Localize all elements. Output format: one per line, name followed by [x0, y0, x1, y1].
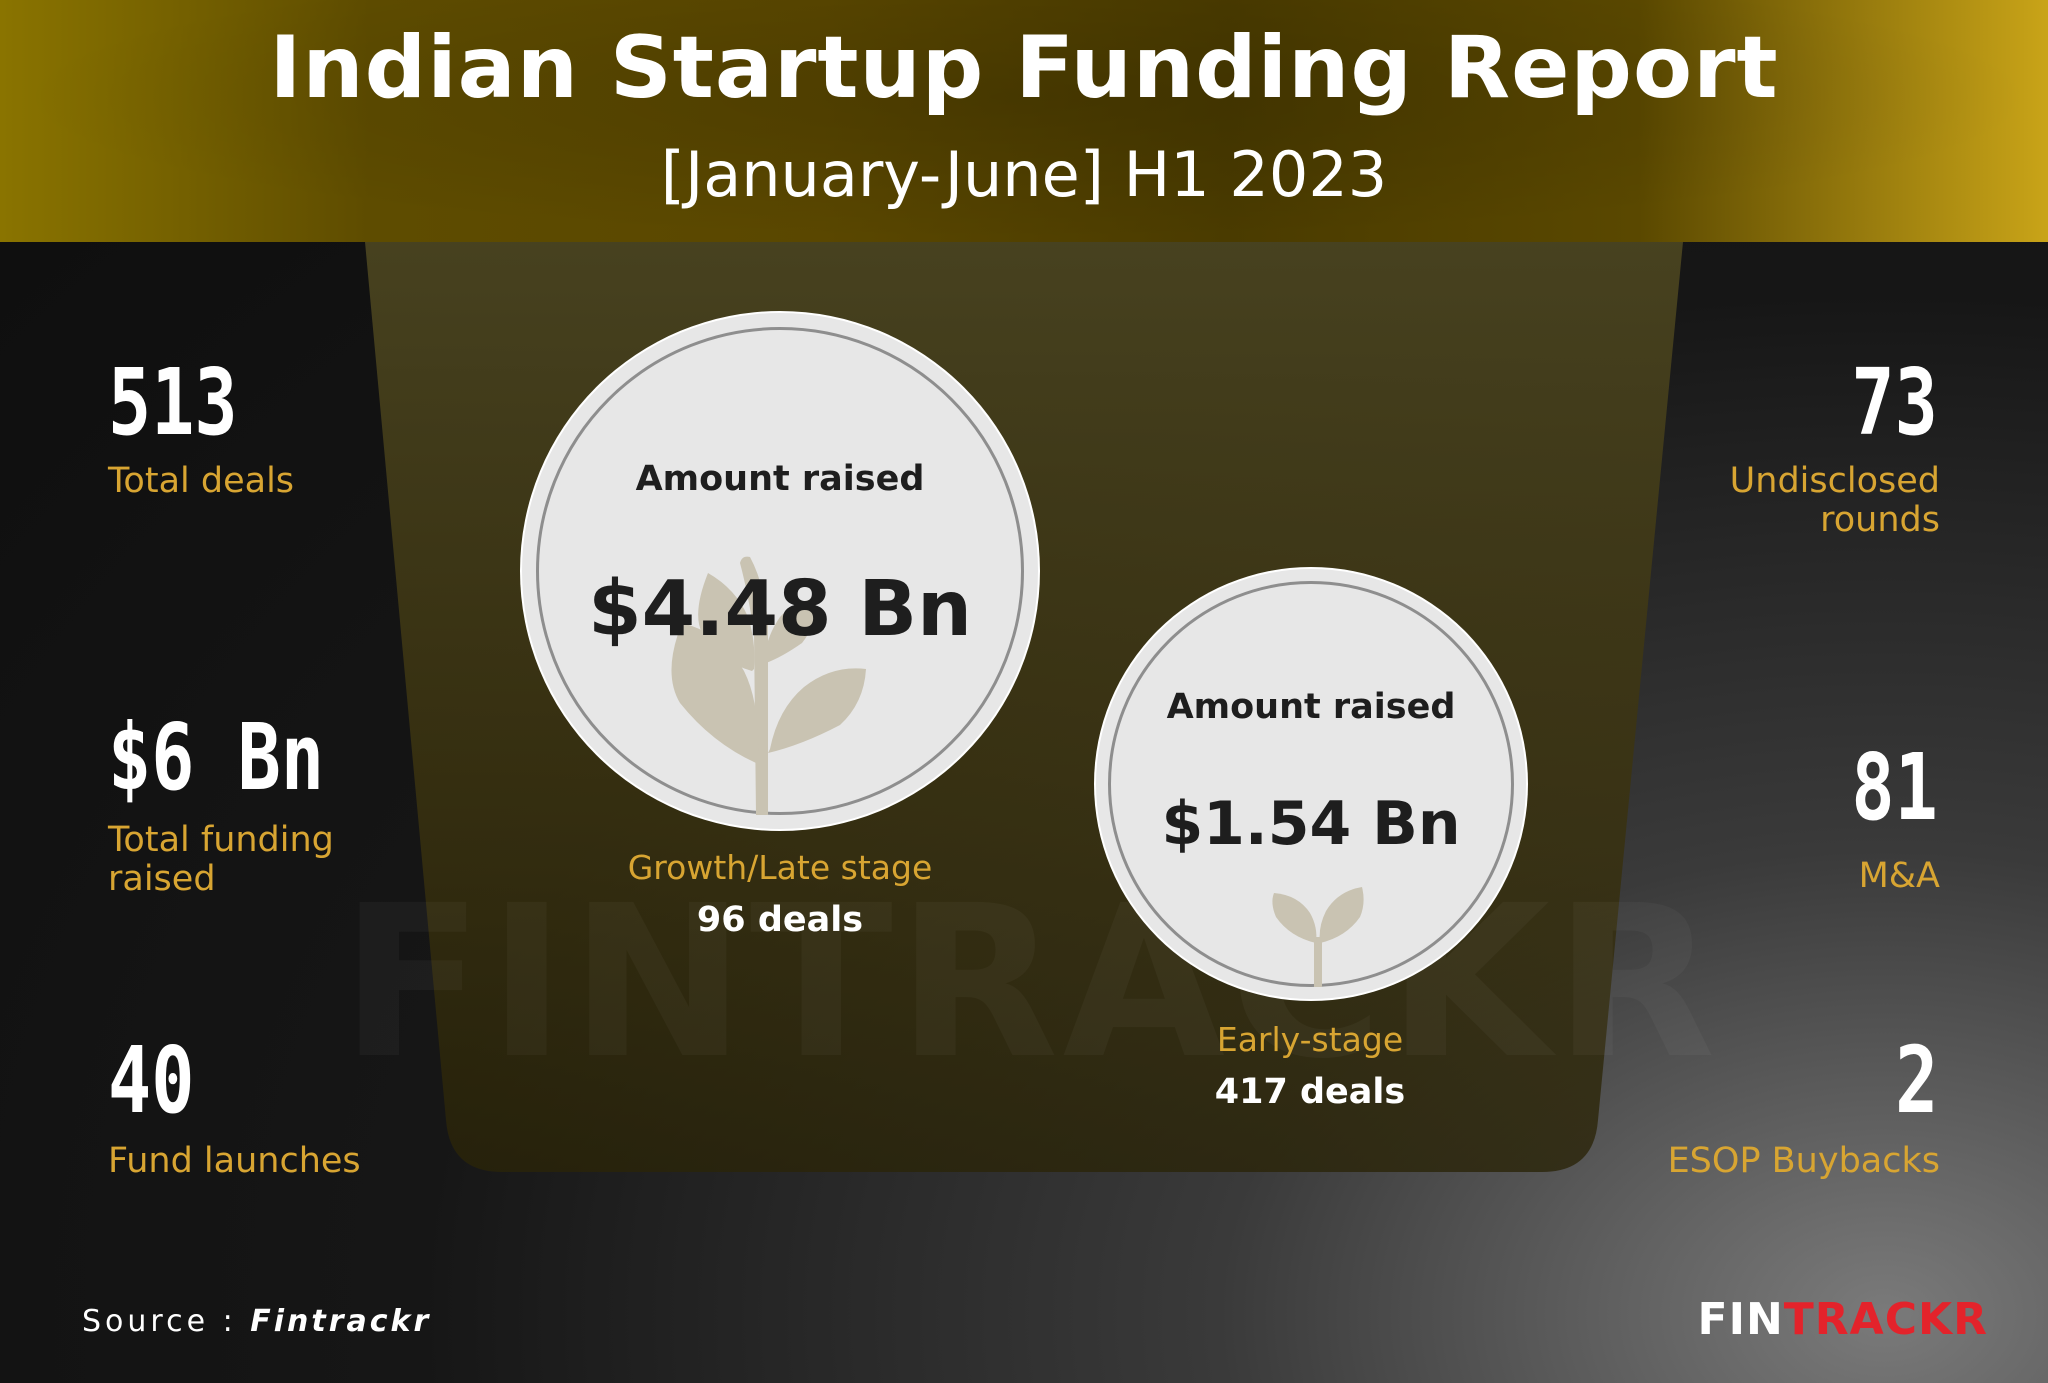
growth-amount-label: Amount raised: [635, 459, 925, 499]
fund-launches-value: 40: [108, 1027, 195, 1134]
early-amount-value: $1.54 Bn: [1161, 789, 1461, 859]
total-funding-value: $6 Bn: [108, 704, 325, 811]
undisclosed-rounds-label: Undisclosed rounds: [1729, 461, 1940, 540]
early-stage-circle: Amount raised $1.54 Bn: [1096, 569, 1526, 999]
total-deals-value: 513: [108, 349, 238, 456]
esop-buybacks-value: 2: [1894, 1027, 1938, 1134]
source-prefix: Source :: [82, 1304, 237, 1339]
header-band: [0, 0, 2048, 242]
growth-circle-ring: [536, 327, 1024, 815]
logo-part-trackr: TRACKR: [1783, 1294, 1988, 1345]
growth-stage-deals: 96 deals: [696, 900, 864, 940]
source-credit: Source : Fintrackr: [82, 1304, 431, 1339]
total-funding-label: Total funding raised: [108, 820, 334, 899]
watermark-text: FINTRACKR: [320, 860, 1740, 1105]
early-amount-label: Amount raised: [1166, 687, 1456, 727]
logo-part-fin: FIN: [1697, 1294, 1784, 1345]
early-stage-label: Early-stage: [1216, 1020, 1404, 1059]
esop-buybacks-label: ESOP Buybacks: [1667, 1141, 1940, 1181]
header-shade: [0, 0, 2048, 242]
early-stage-deals: 417 deals: [1214, 1072, 1406, 1112]
early-circle-ring: [1108, 581, 1514, 987]
growth-stage-label: Growth/Late stage: [627, 848, 933, 887]
total-deals-label: Total deals: [108, 461, 295, 501]
m-and-a-label: M&A: [1858, 856, 1940, 896]
m-and-a-value: 81: [1851, 734, 1938, 841]
fund-launches-label: Fund launches: [108, 1141, 361, 1181]
growth-amount-value: $4.48 Bn: [588, 565, 972, 654]
page-title: Indian Startup Funding Report: [269, 18, 1779, 118]
sprout-icon: [1272, 887, 1364, 987]
page-subtitle: [January-June] H1 2023: [660, 138, 1388, 211]
source-name: Fintrackr: [250, 1304, 432, 1339]
growth-stage-circle: Amount raised $4.48 Bn: [522, 313, 1038, 829]
undisclosed-rounds-value: 73: [1851, 349, 1938, 456]
fintrackr-logo: FINTRACKR: [1698, 1294, 1988, 1345]
plant-icon: [671, 556, 866, 815]
